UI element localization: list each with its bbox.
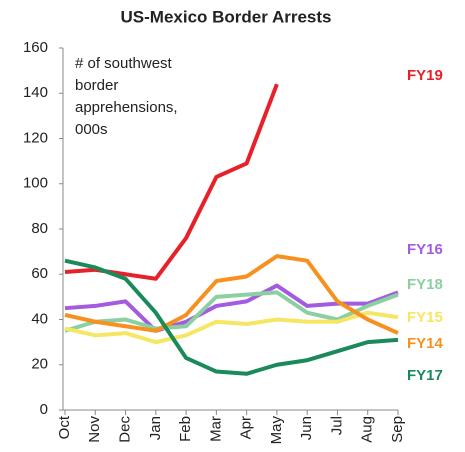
y-tick-label: 140	[23, 84, 48, 101]
x-tick-label: Mar	[207, 416, 224, 442]
annotation: 000s	[75, 121, 108, 138]
series-line	[64, 310, 399, 345]
series-label: FY15	[407, 309, 443, 326]
y-tick-label: 40	[31, 310, 48, 327]
y-tick-label: 100	[23, 175, 48, 192]
y-tick-label: 0	[40, 401, 48, 418]
series-label: FY18	[407, 276, 443, 293]
x-tick-label: Feb	[177, 416, 194, 442]
x-tick-label: Nov	[86, 416, 103, 443]
series-label: FY17	[407, 367, 443, 384]
x-tick-label: Jun	[298, 416, 315, 440]
x-tick-label: Oct	[56, 415, 73, 439]
x-tick-label: Aug	[359, 416, 376, 443]
y-tick-label: 160	[23, 39, 48, 56]
x-tick-label: Apr	[238, 416, 255, 439]
y-tick-label: 80	[31, 220, 48, 237]
annotation: # of southwest	[75, 55, 173, 72]
series-label: FY14	[407, 335, 444, 352]
series-line	[64, 290, 399, 333]
series-label: FY19	[407, 67, 443, 84]
x-tick-label: Dec	[117, 416, 134, 443]
x-tick-label: May	[268, 416, 285, 445]
annotation: border	[75, 77, 118, 94]
series-line	[64, 254, 399, 335]
chart-title: US-Mexico Border Arrests	[121, 7, 332, 26]
x-tick-label: Jul	[328, 416, 345, 435]
y-tick-label: 20	[31, 356, 48, 373]
series-label: FY16	[407, 241, 443, 258]
annotation: apprehensions,	[75, 99, 178, 116]
y-tick-label: 120	[23, 129, 48, 146]
x-tick-label: Jan	[147, 416, 164, 440]
x-tick-label: Sep	[389, 416, 406, 443]
y-tick-label: 60	[31, 265, 48, 282]
series-line	[64, 258, 399, 376]
